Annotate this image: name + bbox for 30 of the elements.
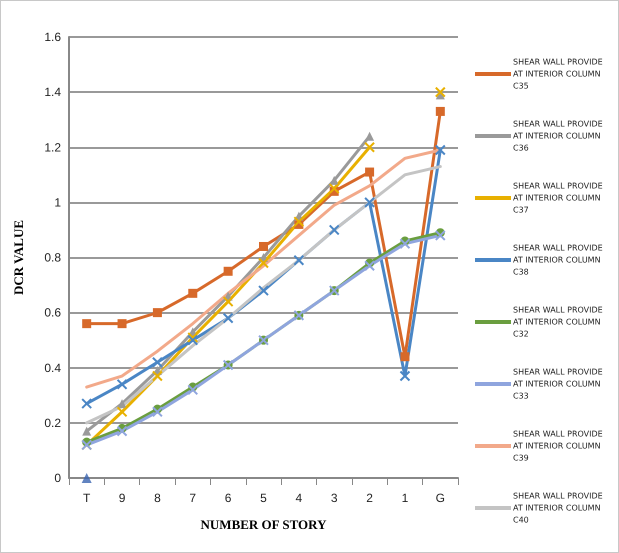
legend-label: SHEAR WALL PROVIDE AT INTERIOR COLUMN C35 [513, 58, 606, 90]
x-tick-label: 9 [118, 491, 126, 505]
y-tick-label: 1.6 [44, 30, 62, 44]
x-tick-label: 1 [402, 491, 409, 505]
legend-label: SHEAR WALL PROVIDE AT INTERIOR COLUMN C33 [513, 368, 606, 400]
legend-label: SHEAR WALL PROVIDE AT INTERIOR COLUMN C36 [513, 120, 606, 152]
y-tick-label: 0.8 [44, 250, 62, 264]
x-axis-title: NUMBER OF STORY [200, 517, 328, 532]
legend-label: SHEAR WALL PROVIDE AT INTERIOR COLUMN C40 [513, 492, 606, 524]
x-tick-label: 4 [296, 491, 303, 505]
x-tick-label: 2 [366, 491, 374, 505]
x-tick-label: 5 [260, 491, 268, 505]
x-tick-label: 6 [224, 491, 232, 505]
x-tick-label: 8 [154, 491, 162, 505]
x-tick-label: T [83, 491, 92, 505]
x-tick-label: 3 [330, 491, 338, 505]
legend-label: SHEAR WALL PROVIDE AT INTERIOR COLUMN C39 [513, 430, 606, 462]
y-tick-label: 1 [54, 195, 62, 210]
y-tick-label: 0.6 [44, 306, 62, 320]
y-tick-label: 1.4 [44, 85, 62, 100]
legend-label: SHEAR WALL PROVIDE AT INTERIOR COLUMN C38 [513, 244, 606, 276]
y-tick-label: 0 [54, 471, 62, 485]
x-tick-label: G [436, 491, 445, 505]
y-tick-label: 0.2 [44, 416, 62, 430]
y-axis-title: DCR VALUE [11, 220, 26, 296]
legend-label: SHEAR WALL PROVIDE AT INTERIOR COLUMN C32 [513, 306, 606, 338]
y-tick-label: 0.4 [44, 360, 62, 375]
legend-label: SHEAR WALL PROVIDE AT INTERIOR COLUMN C37 [513, 182, 606, 214]
y-tick-label: 1.2 [44, 140, 62, 154]
x-tick-label: 7 [189, 491, 196, 505]
